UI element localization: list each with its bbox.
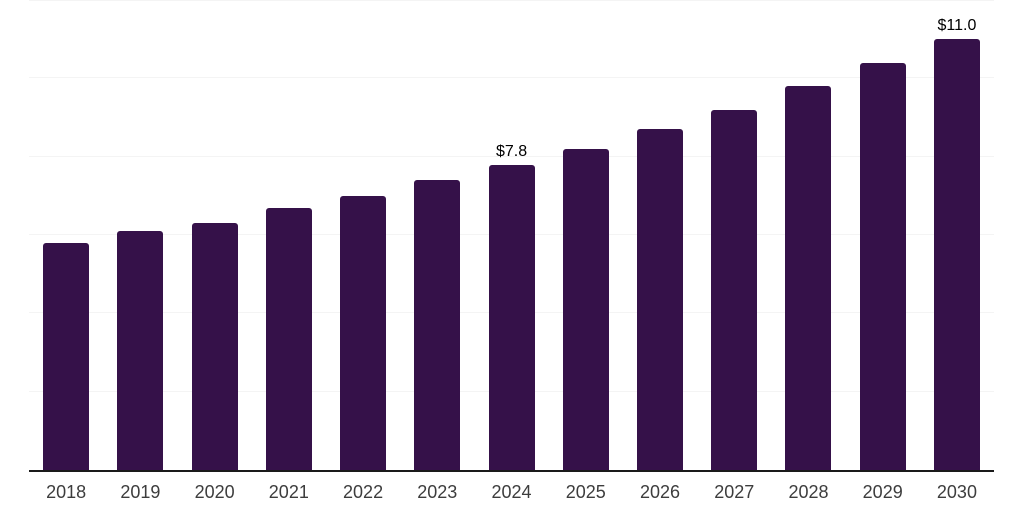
x-axis-tick-label: 2030 (936, 482, 977, 502)
bar (265, 207, 312, 470)
bar-column: $11.0 (920, 0, 994, 470)
x-axis-tick-label: 2027 (714, 482, 755, 502)
bar-column (846, 0, 920, 470)
bar-value-label: $7.8 (495, 142, 528, 160)
x-axis-tick-label: 2019 (120, 482, 161, 502)
x-axis-tick-label: 2029 (862, 482, 903, 502)
x-axis-tick-label: 2025 (565, 482, 606, 502)
x-axis-tick-label: 2023 (417, 482, 458, 502)
bar (859, 62, 906, 470)
bar-column (103, 0, 177, 470)
gridline (29, 0, 994, 1)
x-axis-tick-label: 2018 (46, 482, 87, 502)
bar (414, 180, 461, 470)
bar (562, 148, 609, 470)
x-axis-tick-label: 2026 (639, 482, 681, 502)
bar (117, 231, 164, 470)
bar (43, 242, 90, 470)
bar-column (549, 0, 623, 470)
x-axis-tick-label: 2022 (343, 482, 384, 502)
x-axis-tick-label: 2028 (788, 482, 829, 502)
x-axis-line (29, 470, 994, 472)
bar-column (29, 0, 103, 470)
bar (191, 223, 238, 470)
plot-area: $7.8 $11.0 (29, 0, 994, 470)
bar (488, 164, 535, 470)
bar-column (697, 0, 771, 470)
bar (933, 39, 980, 470)
bar (785, 86, 832, 470)
bar-column: $7.8 (474, 0, 548, 470)
bar-column (326, 0, 400, 470)
bar-column (177, 0, 251, 470)
bar-value-label: $11.0 (937, 17, 977, 35)
gridline (29, 156, 994, 157)
bar-column (623, 0, 697, 470)
bar (340, 195, 387, 470)
x-axis-tick-label: 2024 (491, 482, 532, 502)
bars-layer: $7.8 $11.0 (29, 0, 994, 470)
bar (636, 129, 683, 470)
gridline (29, 77, 994, 78)
x-axis-tick-label: 2021 (268, 482, 309, 502)
bar-column (771, 0, 845, 470)
bar-column (400, 0, 474, 470)
x-axis-tick-labels: 2018 2019 2020 2021 2022 2023 2024 2025 2026 2027… (29, 482, 994, 502)
x-axis-tick-label: 2020 (194, 482, 235, 502)
bar (711, 109, 758, 470)
bar-column (252, 0, 326, 470)
